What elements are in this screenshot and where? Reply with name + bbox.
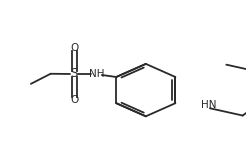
Text: O: O xyxy=(70,95,78,105)
Text: O: O xyxy=(70,43,78,53)
Text: HN: HN xyxy=(201,100,216,110)
Text: NH: NH xyxy=(89,69,104,79)
Text: S: S xyxy=(71,67,78,80)
